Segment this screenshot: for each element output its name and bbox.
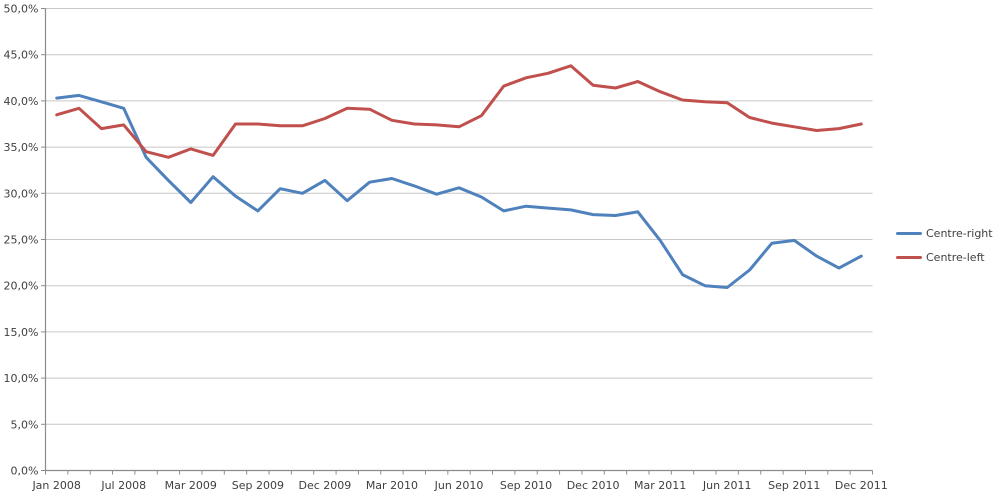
y-axis-tick-label: 40,0% xyxy=(4,95,39,108)
y-axis-tick-label: 5,0% xyxy=(11,418,39,431)
x-axis-tick-label: Sep 2009 xyxy=(232,479,284,492)
centre-right-line-swatch xyxy=(896,232,922,235)
series-lines xyxy=(55,64,863,289)
y-axis-tick-label: 45,0% xyxy=(4,49,39,62)
y-axis-tick-label: 15,0% xyxy=(4,326,39,339)
legend-label-centre-left: Centre-left xyxy=(926,251,985,264)
y-axis-tick-label: 25,0% xyxy=(4,234,39,247)
centre-right-line xyxy=(55,93,863,289)
x-axis-labels: Jan 2008 Jul 2008 Mar 2009 Sep 2009 Dec 2009… xyxy=(31,479,887,492)
x-axis-tick-label: Sep 2010 xyxy=(500,479,552,492)
x-axis-tick-label: Dec 2010 xyxy=(567,479,620,492)
x-axis-tick-label: Jan 2008 xyxy=(31,479,80,492)
x-axis-tick-label: Mar 2010 xyxy=(366,479,418,492)
y-axis-tick-label: 20,0% xyxy=(4,280,39,293)
legend-item-centre-right: Centre-right xyxy=(896,227,993,240)
legend-label-centre-right: Centre-right xyxy=(926,227,993,240)
x-axis-tick-label: Jul 2008 xyxy=(100,479,146,492)
axes-and-ticks xyxy=(41,8,873,475)
y-axis-tick-label: 30,0% xyxy=(4,187,39,200)
x-axis-tick-label: Jun 2010 xyxy=(434,479,484,492)
y-axis-tick-label: 35,0% xyxy=(4,141,39,154)
y-axis-tick-label: 0,0% xyxy=(11,465,39,478)
y-axis-tick-label: 50,0% xyxy=(4,3,39,16)
legend: Centre-right Centre-left xyxy=(896,227,993,264)
y-axis-tick-label: 10,0% xyxy=(4,372,39,385)
centre-left-line-swatch xyxy=(896,256,922,259)
x-axis-tick-label: Jun 2011 xyxy=(702,479,752,492)
centre-left-line xyxy=(55,64,863,159)
x-axis-tick-label: Dec 2011 xyxy=(835,479,888,492)
x-axis-tick-label: Mar 2009 xyxy=(165,479,217,492)
x-axis-tick-label: Mar 2011 xyxy=(634,479,686,492)
x-axis-tick-label: Sep 2011 xyxy=(768,479,820,492)
legend-item-centre-left: Centre-left xyxy=(896,251,993,264)
gridlines xyxy=(45,8,873,425)
y-axis-labels: 0,0% 5,0% 10,0% 15,0% 20,0% 25,0% 30,0% 35,0% 40… xyxy=(4,3,39,478)
x-axis-tick-label: Dec 2009 xyxy=(299,479,352,492)
